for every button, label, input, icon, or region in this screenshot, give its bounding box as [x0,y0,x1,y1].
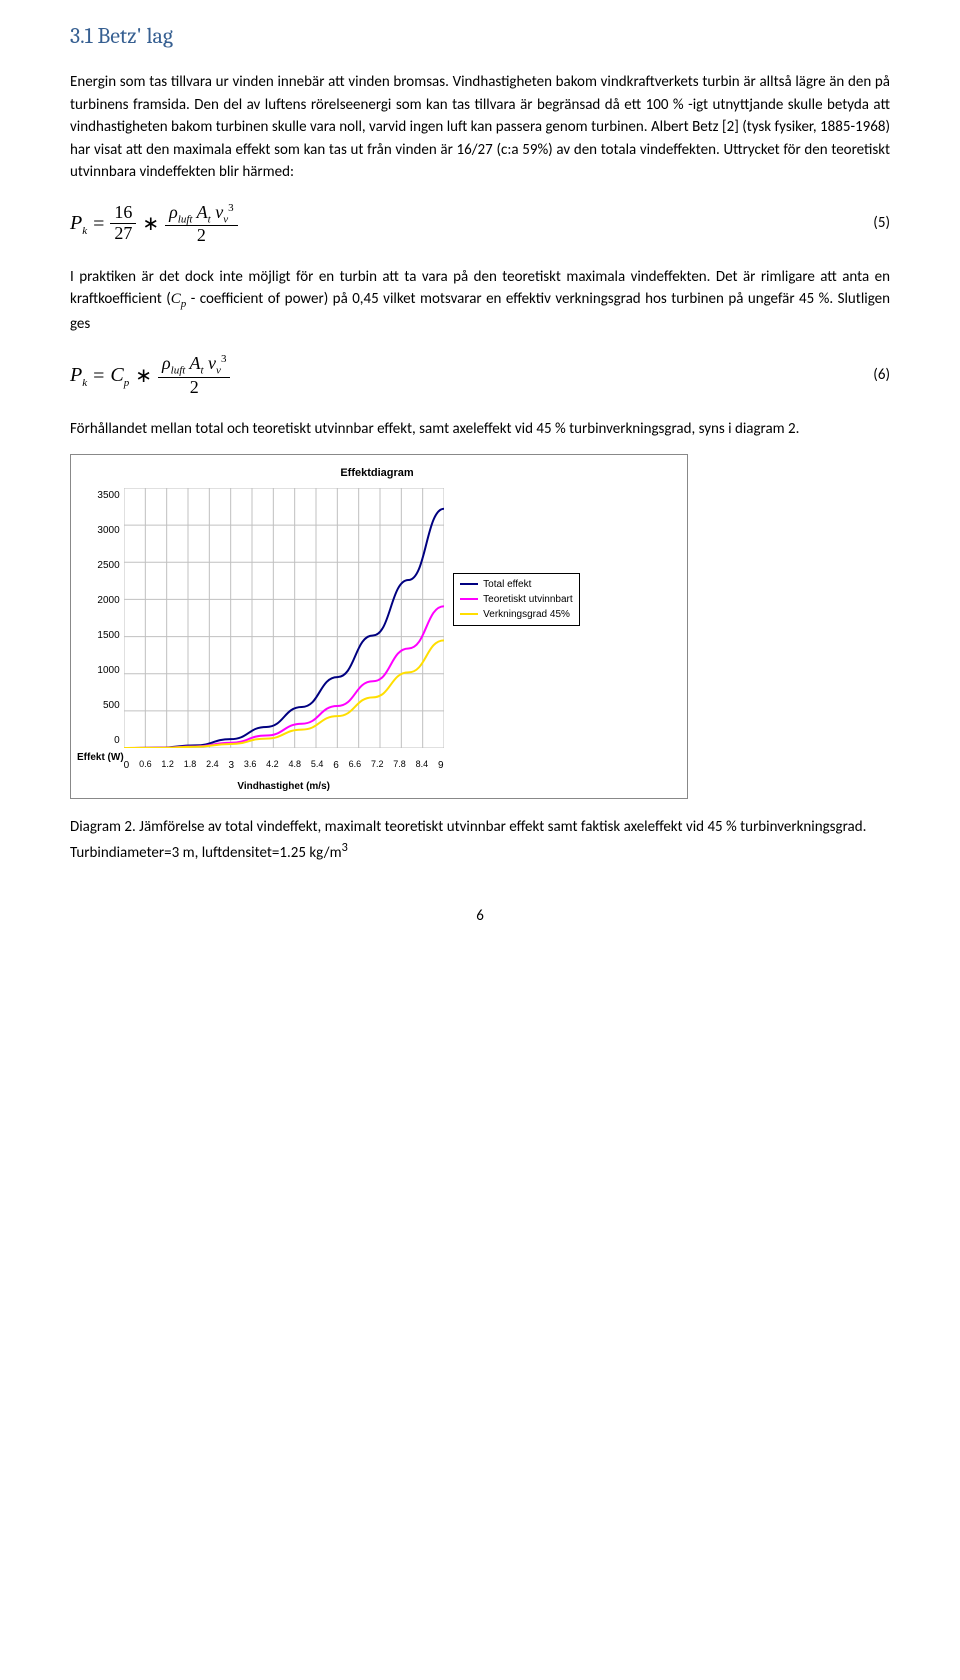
chart-plot-area: Total effektTeoretiskt utvinnbartVerknin… [124,488,444,795]
paragraph-3: Förhållandet mellan total och teoretiskt… [70,418,890,441]
equation-5-body: Pk = 1627 ∗ ρluft At vv3 2 [70,202,238,246]
paragraph-2: I praktiken är det dock inte möjligt för… [70,266,890,336]
cp-symbol: Cp [171,291,187,307]
chart-title: Effektdiagram [77,465,677,482]
chart-x-axis-label: Vindhastighet (m/s) [124,779,444,794]
chart-caption-sup: 3 [342,840,348,855]
paragraph-2b: - coefficient of power) på 0,45 vilket m… [70,290,890,333]
equation-6: Pk = Cp ∗ ρluft At vv3 2 (6) [70,353,890,397]
page-number: 6 [70,905,890,928]
chart-caption: Diagram 2. Jämförelse av total vindeffek… [70,817,890,865]
equation-5: Pk = 1627 ∗ ρluft At vv3 2 (5) [70,202,890,246]
chart-y-ticks: 3500300025002000150010005000 [77,488,124,748]
chart-caption-text: Diagram 2. Jämförelse av total vindeffek… [70,818,866,862]
chart-x-ticks: 00.61.21.82.433.64.24.85.466.67.27.88.49 [124,758,444,773]
paragraph-1: Energin som tas tillvara ur vinden inneb… [70,71,890,184]
chart-svg [124,488,444,748]
section-heading: 3.1 Betz' lag [70,20,890,53]
equation-5-number: (5) [873,212,890,235]
chart-y-axis-label: Effekt (W) [77,748,124,765]
effekt-chart-container: Effektdiagram 35003000250020001500100050… [70,454,688,799]
chart-legend: Total effektTeoretiskt utvinnbartVerknin… [453,573,580,626]
equation-6-number: (6) [873,364,890,387]
equation-6-body: Pk = Cp ∗ ρluft At vv3 2 [70,353,230,397]
